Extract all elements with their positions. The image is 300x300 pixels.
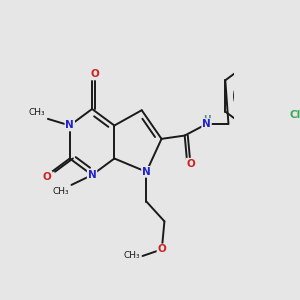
- Text: Cl: Cl: [289, 110, 300, 120]
- Text: O: O: [158, 244, 166, 254]
- Text: O: O: [91, 69, 100, 79]
- Text: O: O: [187, 159, 196, 169]
- Text: N: N: [202, 119, 211, 129]
- Text: N: N: [65, 121, 74, 130]
- Text: CH₃: CH₃: [52, 187, 69, 196]
- Text: O: O: [43, 172, 52, 182]
- Text: N: N: [88, 170, 96, 180]
- Text: N: N: [142, 167, 151, 177]
- Text: CH₃: CH₃: [29, 108, 46, 117]
- Text: H: H: [203, 115, 210, 124]
- Text: CH₃: CH₃: [124, 251, 140, 260]
